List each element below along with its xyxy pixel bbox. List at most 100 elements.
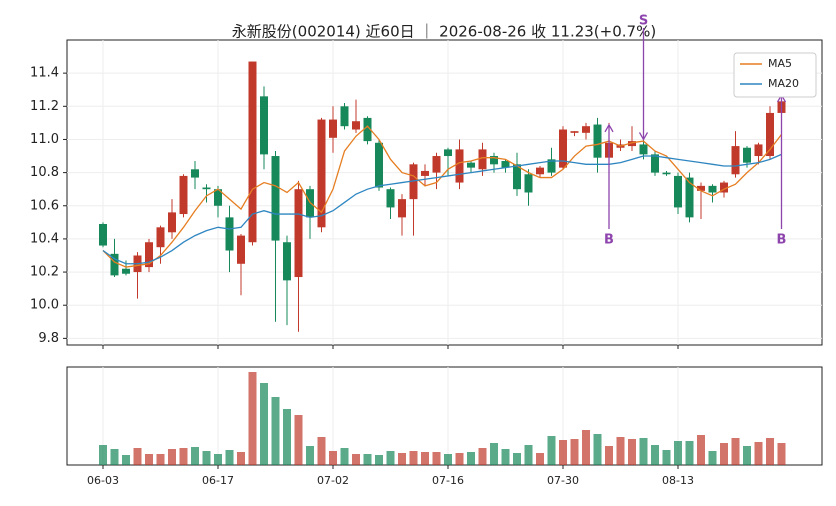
volume-bar	[432, 452, 441, 465]
y-tick-label: 11.4	[30, 66, 59, 81]
candle-body	[582, 126, 590, 133]
volume-bar	[317, 437, 326, 465]
volume-bar	[156, 454, 165, 465]
volume-bar	[421, 452, 429, 465]
legend-label: MA5	[768, 57, 792, 70]
x-tick-label: 08-13	[662, 474, 694, 487]
signal-arrowhead	[638, 132, 649, 141]
candle-body	[513, 164, 521, 190]
volume-bar	[490, 443, 498, 465]
volume-bar	[777, 443, 786, 465]
volume-bar	[616, 437, 625, 465]
x-tick-label: 07-02	[317, 474, 349, 487]
y-tick-label: 9.8	[38, 331, 59, 346]
candle-body	[375, 142, 383, 188]
candle-body	[766, 112, 774, 157]
candle-body	[444, 149, 452, 157]
candle-body	[708, 185, 717, 193]
volume-bar	[306, 446, 314, 465]
candle-body	[214, 189, 222, 206]
signal-label: B	[777, 233, 787, 248]
volume-bar	[720, 443, 728, 465]
candle-body	[754, 144, 763, 157]
candle-body	[501, 161, 510, 168]
volume-bar	[662, 450, 671, 465]
volume-bar	[191, 447, 199, 465]
candle-body	[490, 156, 498, 165]
volume-bar	[501, 449, 510, 465]
x-tick-label: 07-16	[432, 474, 464, 487]
volume-bar	[524, 445, 533, 465]
signal-label: S	[639, 14, 648, 29]
candle-body	[593, 124, 602, 158]
volume-bar	[386, 451, 395, 465]
x-tick-label: 07-30	[547, 474, 579, 487]
candle-body	[685, 177, 694, 218]
volume-bar	[283, 409, 291, 465]
candle-body	[455, 149, 464, 183]
volume-bar	[248, 372, 257, 465]
candle-body	[467, 162, 475, 168]
volume-bar	[145, 454, 153, 465]
candle-body	[639, 144, 648, 155]
candle-body	[179, 175, 188, 215]
signal-arrowhead	[604, 123, 614, 133]
volume-bar	[639, 438, 648, 465]
volume-bar	[329, 451, 337, 465]
candle-body	[248, 61, 257, 243]
candle-body	[363, 117, 372, 142]
volume-bar	[536, 453, 544, 465]
candle-body	[294, 189, 303, 278]
candle-body	[536, 167, 544, 175]
signal-label: B	[604, 233, 614, 248]
volume-bar	[697, 435, 705, 465]
volume-bar	[99, 445, 107, 465]
candle-body	[122, 268, 130, 274]
volume-bar	[122, 455, 130, 465]
volume-bar	[352, 454, 360, 465]
volume-bar	[179, 448, 188, 465]
volume-bar	[674, 441, 682, 465]
y-tick-label: 10.8	[30, 165, 59, 180]
volume-bar	[214, 454, 222, 465]
volume-bar	[455, 453, 464, 465]
volume-bar	[582, 430, 590, 465]
volume-bar	[444, 454, 452, 465]
candle-body	[191, 169, 199, 178]
volume-bar	[651, 445, 659, 465]
candle-body	[628, 141, 636, 147]
candle-body	[421, 170, 429, 176]
candle-body	[352, 121, 360, 130]
candle-body	[559, 129, 567, 168]
candle-body	[743, 147, 751, 163]
volume-bar	[766, 438, 774, 465]
candle-body	[110, 253, 119, 276]
volume-bar	[754, 442, 763, 465]
volume-bar	[559, 440, 567, 465]
volume-bar	[593, 434, 602, 465]
candle-body	[409, 164, 418, 200]
volume-bar	[271, 397, 280, 465]
volume-bar	[168, 449, 176, 465]
candle-body	[168, 212, 176, 233]
volume-bar	[685, 441, 694, 465]
volume-bar	[375, 455, 383, 465]
candle-body	[651, 154, 659, 173]
volume-bar	[628, 439, 636, 465]
volume-bar	[294, 415, 303, 465]
candle-body	[317, 119, 326, 228]
volume-bar	[398, 453, 406, 465]
candle-body	[386, 189, 395, 208]
volume-bar	[467, 452, 475, 465]
chart-title: 永新股份(002014) 近60日 ｜ 2026-08-26 收 11.23(+…	[232, 23, 656, 41]
volume-bar	[202, 451, 211, 465]
candle-body	[547, 159, 556, 173]
y-tick-label: 11.0	[30, 132, 59, 147]
volume-bar	[731, 438, 740, 465]
volume-bar	[225, 450, 234, 465]
candle-body	[225, 217, 234, 251]
candle-body	[432, 156, 441, 173]
volume-bar	[708, 451, 717, 465]
volume-bar	[570, 439, 579, 465]
